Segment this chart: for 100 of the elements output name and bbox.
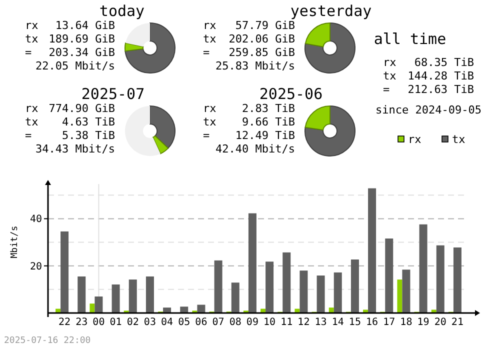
bar <box>431 310 436 313</box>
text: 259.85 GiB <box>228 46 296 59</box>
text: 34.43 Mbit/s <box>36 142 115 156</box>
text: = <box>203 46 210 59</box>
chart-title: today <box>99 2 145 20</box>
donut-slice <box>304 22 356 74</box>
text: 189.69 GiB <box>48 32 116 46</box>
x-tick-label: 19 <box>417 317 430 328</box>
donut-slice <box>152 135 169 154</box>
x-tick-label: 11 <box>280 317 293 328</box>
bar <box>397 280 402 313</box>
text: = <box>203 129 210 142</box>
bar <box>112 284 120 313</box>
x-tick-label: 07 <box>212 317 224 328</box>
legend-label: rx <box>408 133 422 146</box>
text: 42.40 Mbit/s <box>216 142 295 156</box>
donut-slice <box>150 106 176 149</box>
text: 25.83 Mbit/s <box>216 60 295 72</box>
x-tick-label: 23 <box>76 317 88 328</box>
text: tx <box>25 32 39 46</box>
text: 22.05 Mbit/s <box>36 60 115 72</box>
x-tick-label: 15 <box>348 317 361 328</box>
x-tick-label: 01 <box>110 317 122 328</box>
bar <box>300 270 308 313</box>
bar <box>94 296 103 313</box>
bar <box>350 259 359 313</box>
bar <box>146 276 154 313</box>
text: 203.34 GiB <box>48 46 116 59</box>
bar <box>248 213 256 313</box>
text: 2025-07-16 22:00 <box>4 336 91 346</box>
x-tick-label: 21 <box>451 317 464 328</box>
text: 2.83 TiB <box>242 102 296 115</box>
text: 774.90 GiB <box>48 102 116 115</box>
text: 4.63 TiB <box>62 116 116 128</box>
bar <box>419 224 428 313</box>
x-tick-label: 09 <box>246 317 258 328</box>
text: tx <box>203 32 217 46</box>
bar <box>90 304 95 313</box>
bar <box>231 282 240 313</box>
text: = <box>383 83 390 96</box>
chart-title: 2025-06 <box>259 85 323 103</box>
text: tx <box>25 116 39 128</box>
text: 144.28 TiB <box>408 70 474 82</box>
text: since 2024-09-05 <box>376 104 482 116</box>
bar <box>328 308 334 313</box>
bar <box>197 304 206 313</box>
bar <box>128 280 137 313</box>
x-tick-label: 02 <box>126 317 139 328</box>
x-tick-label: 13 <box>314 317 327 328</box>
text: = <box>25 46 32 59</box>
bar <box>282 252 291 313</box>
donut-slice <box>125 106 160 156</box>
bar <box>385 238 394 313</box>
x-tick-label: 10 <box>264 317 276 328</box>
x-tick-label: 06 <box>195 317 208 328</box>
text: tx <box>383 70 397 82</box>
x-tick-label: 17 <box>383 317 396 328</box>
y-tick-label: 40 <box>30 214 42 226</box>
legend-label: tx <box>452 133 466 146</box>
text: tx <box>203 116 217 128</box>
bar <box>316 276 325 313</box>
x-tick-label: 03 <box>144 317 156 328</box>
x-tick-label: 12 <box>298 317 310 328</box>
x-tick-label: 22 <box>58 317 71 328</box>
text: 57.79 GiB <box>235 19 296 32</box>
x-tick-label: 18 <box>400 317 412 328</box>
bar <box>363 310 368 313</box>
x-tick-label: 16 <box>366 317 378 328</box>
text: 68.35 TiB <box>414 56 474 69</box>
text: rx <box>203 102 217 115</box>
text: 13.64 GiB <box>55 19 116 32</box>
y-axis-title: Mbit/s <box>10 226 20 258</box>
bar <box>402 270 410 313</box>
text: = <box>25 129 32 142</box>
x-tick-label: 05 <box>178 317 190 328</box>
bar <box>180 306 188 313</box>
donut-slice <box>304 106 330 130</box>
bar <box>78 276 86 313</box>
text: 202.06 GiB <box>228 32 296 46</box>
bar <box>453 247 462 313</box>
donut-slice <box>126 23 150 47</box>
text: 212.63 TiB <box>408 83 474 96</box>
bar <box>163 308 172 313</box>
chart-title: yesterday <box>290 2 372 20</box>
x-tick-label: 00 <box>92 317 105 328</box>
text: rx <box>203 19 217 32</box>
donut-slice <box>304 106 356 156</box>
x-tick-label: 20 <box>434 317 446 328</box>
text: 12.49 TiB <box>235 129 296 142</box>
text: rx <box>383 56 397 69</box>
text: rx <box>25 102 39 115</box>
text: 9.66 TiB <box>242 116 296 128</box>
bar <box>334 272 342 313</box>
donut-slice <box>124 42 144 52</box>
chart-title: 2025-07 <box>81 85 145 103</box>
text: all time <box>374 30 446 48</box>
bar <box>60 231 69 313</box>
bar <box>368 188 376 313</box>
bar <box>436 245 444 313</box>
x-tick-label: 14 <box>332 317 344 328</box>
